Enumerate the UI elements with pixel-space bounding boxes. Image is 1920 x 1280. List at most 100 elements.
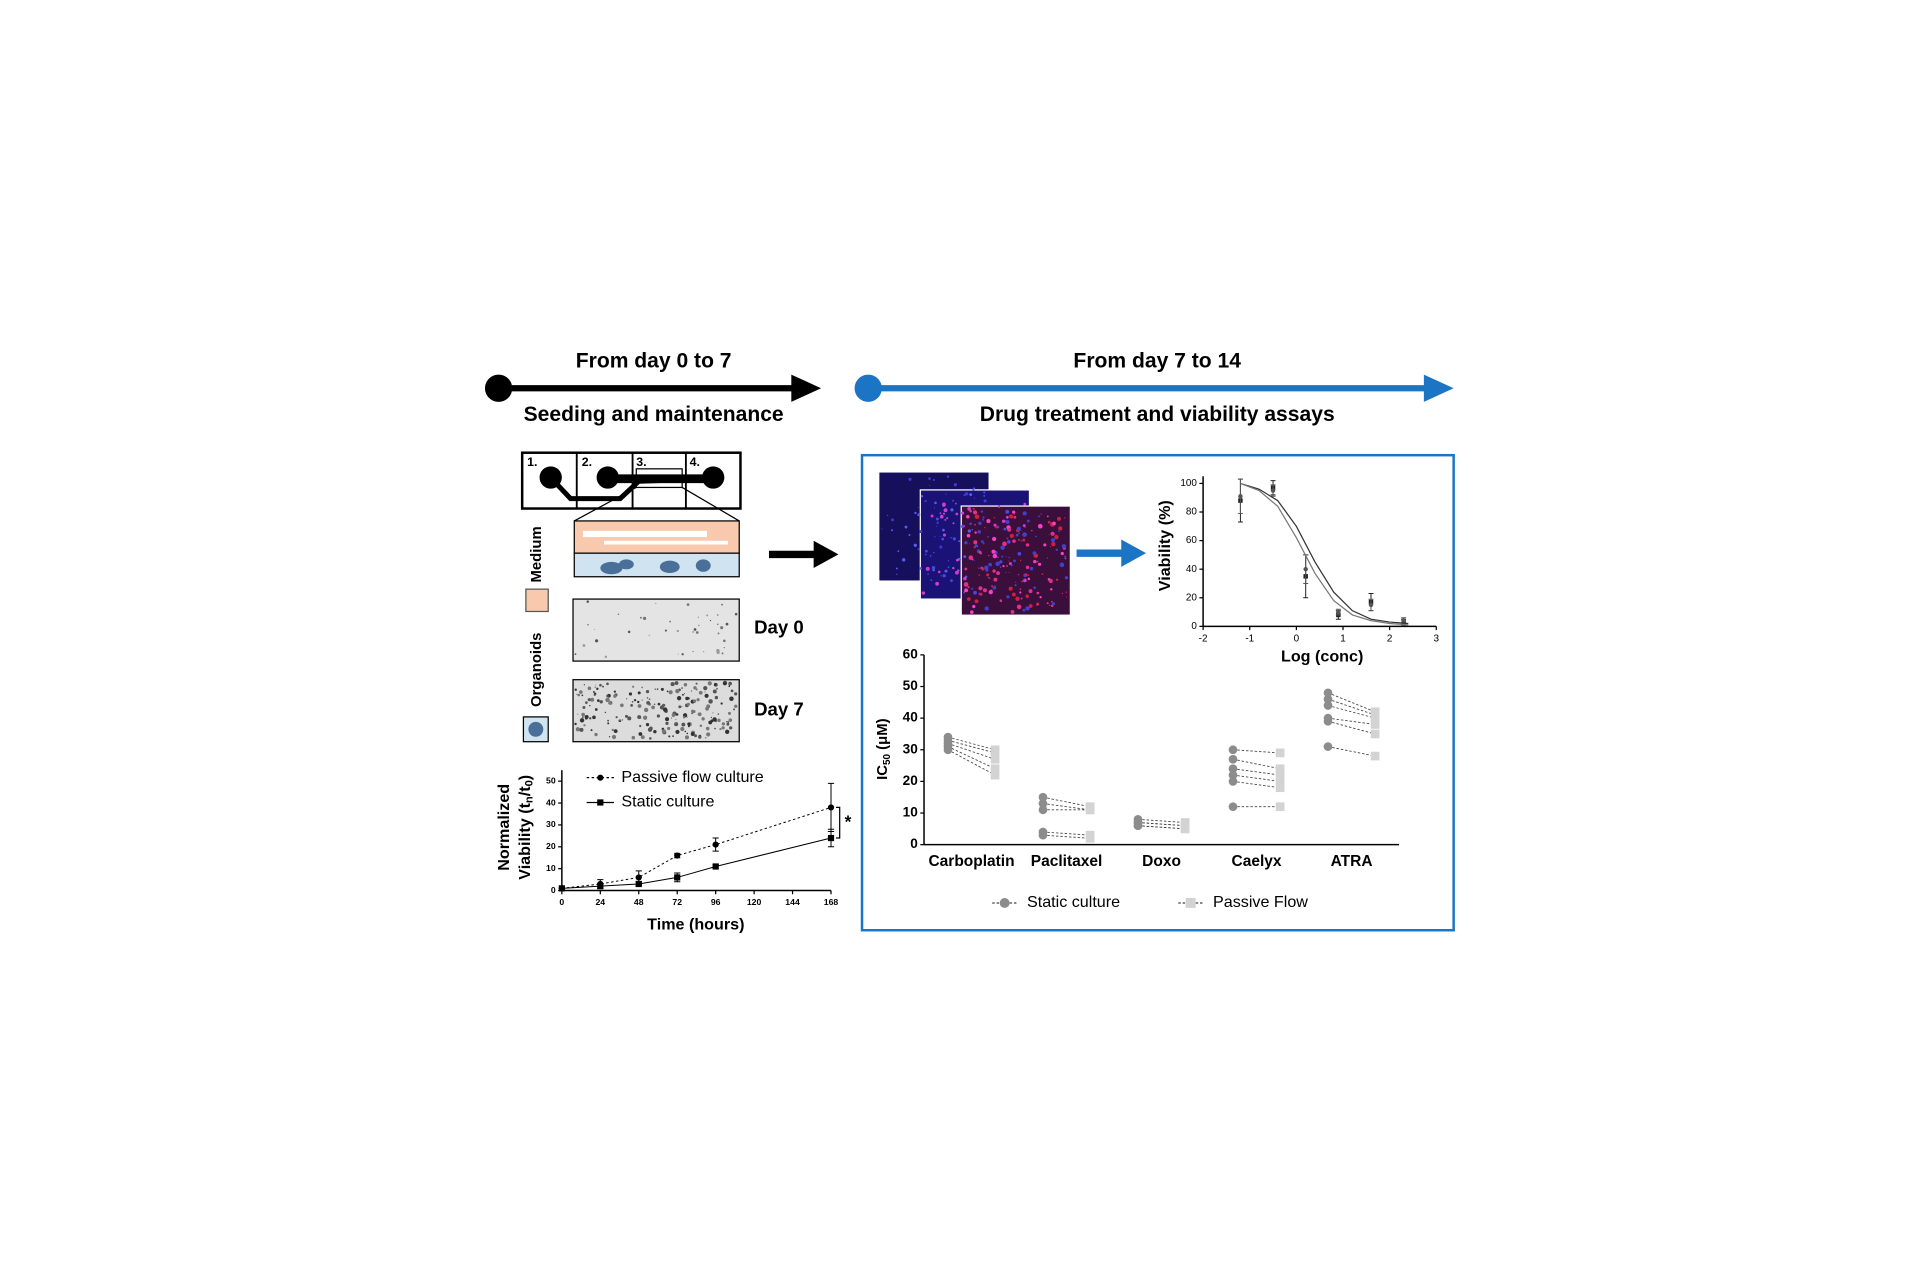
texture-dot [626,698,628,700]
texture-dot [930,579,933,582]
texture-dot [1038,515,1040,518]
texture-dot [654,688,656,690]
texture-dot [712,712,714,714]
texture-dot [723,646,725,649]
texture-dot [642,616,647,621]
data-point [1336,609,1341,615]
texture-dot [950,536,952,539]
pair-connector [1137,822,1186,827]
texture-dot [1039,596,1042,599]
texture-dot [705,726,710,731]
texture-dot [942,528,945,532]
flow-bar [604,540,729,545]
texture-dot [729,696,734,701]
texture-dot [968,555,974,560]
data-point [1275,770,1285,780]
y-tick-label: 40 [546,797,556,807]
texture-dot [613,729,618,734]
texture-dot [721,726,725,730]
texture-dot [913,543,918,547]
organoid-layer [573,552,740,578]
texture-dot [952,499,955,502]
texture-dot [697,712,702,717]
texture-dot [696,698,700,702]
x-tick-label: 24 [595,897,605,907]
texture-dot [929,484,931,486]
texture-dot [995,561,1000,567]
texture-dot [1010,564,1013,567]
pair-connector [947,749,996,776]
step-arrow-head [1121,539,1147,567]
y-axis-label-sub: n [524,796,536,803]
texture-dot [607,722,610,725]
texture-dot [675,689,680,694]
texture-dot [698,624,700,627]
data-point [1038,799,1048,808]
data-point [1180,824,1190,834]
texture-dot [1021,580,1023,583]
texture-dot [939,514,944,519]
texture-dot [991,549,996,554]
y-tick-label: 0 [910,836,918,851]
texture-dot [1050,531,1055,536]
texture-dot [1013,559,1016,563]
texture-dot [587,686,591,689]
texture-dot [1000,545,1005,550]
texture-dot [602,685,604,688]
texture-dot [985,568,989,572]
y-tick-label: 40 [1186,564,1198,575]
y-axis-label-part: IC [875,765,891,780]
texture-dot [1051,541,1056,547]
texture-dot [620,703,624,708]
texture-dot [978,550,982,554]
texture-dot [1033,586,1036,589]
texture-dot [708,720,713,725]
texture-dot [968,543,970,545]
texture-dot [653,729,657,734]
timeline-title: From day 7 to 14 [1073,350,1241,373]
texture-dot [583,684,586,686]
texture-dot [1058,526,1063,531]
texture-dot [726,722,730,726]
texture-dot [1005,572,1007,574]
flow-bar [582,530,707,538]
texture-dot [684,730,687,733]
texture-dot [704,693,709,698]
texture-dot [706,732,711,737]
data-point [1401,618,1406,623]
texture-dot [1014,584,1017,587]
x-tick-label: Doxo [1142,853,1181,870]
texture-dot [587,698,591,702]
texture-dot [1043,543,1047,547]
data-point [1275,777,1285,786]
texture-dot [927,573,929,575]
y-axis-label-part: Viability (t [516,802,534,879]
texture-dot [1037,523,1043,529]
texture-dot [1027,577,1031,581]
texture-dot [641,686,644,689]
data-point [1228,777,1238,786]
texture-dot [978,567,980,569]
texture-dot [919,567,922,570]
texture-dot [992,536,997,542]
texture-dot [953,483,957,487]
x-tick-label: 0 [1294,633,1300,644]
texture-dot [594,639,599,643]
texture-dot [967,529,972,533]
texture-dot [1036,603,1039,606]
texture-dot [997,556,999,559]
pair-connector [1327,705,1376,719]
texture-dot [1018,532,1020,535]
texture-dot [933,507,936,509]
data-point [712,863,719,870]
texture-dot [936,521,939,525]
texture-dot [585,701,588,704]
x-tick-label: 0 [559,897,564,907]
texture-dot [670,682,675,687]
y-tick-label: 20 [903,773,919,788]
texture-dot [1027,574,1030,576]
texture-dot [974,531,977,534]
texture-dot [627,630,631,634]
texture-dot [613,690,616,693]
